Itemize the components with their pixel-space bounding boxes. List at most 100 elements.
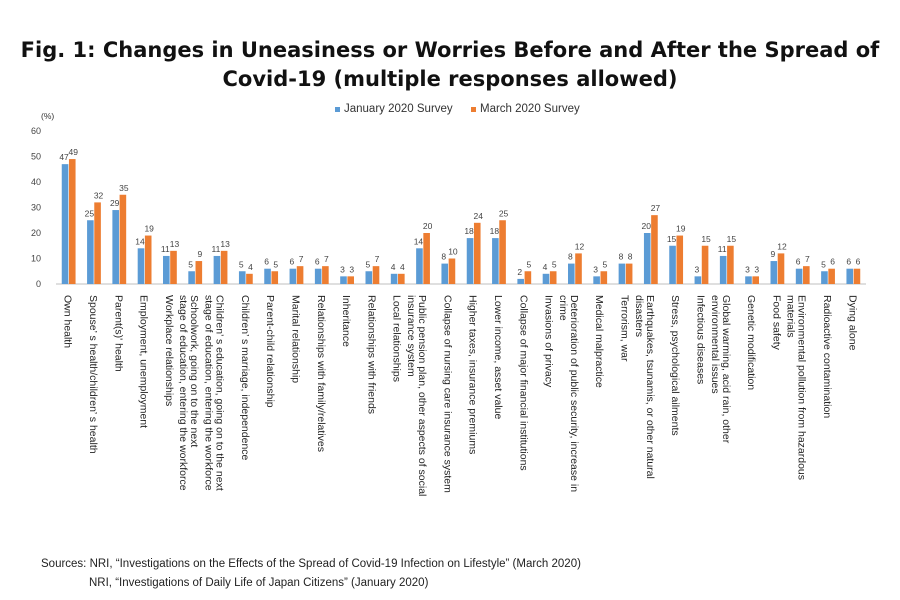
y-tick-label: 60 bbox=[31, 126, 41, 136]
y-tick-label: 50 bbox=[31, 152, 41, 162]
bar-january bbox=[669, 245, 676, 284]
data-label-march: 12 bbox=[777, 241, 787, 251]
bar-march bbox=[524, 271, 532, 284]
x-tick-label-line: Higher taxes, insurance premiums bbox=[467, 295, 479, 454]
x-tick-label-line: Earthquakes, tsunamis, or other natural bbox=[644, 295, 656, 479]
data-label-march: 32 bbox=[94, 190, 104, 200]
x-tick-label: Global warming, acid rain, otherenvironm… bbox=[709, 295, 732, 444]
bar-january bbox=[238, 271, 246, 284]
data-label-january: 20 bbox=[642, 221, 652, 231]
bar-march bbox=[727, 245, 734, 284]
x-tick-label: Invasions of privacy bbox=[543, 295, 555, 388]
bar-january bbox=[390, 273, 398, 284]
x-tick-label-line: Environmental pollution from hazardous bbox=[796, 295, 808, 480]
data-label-march: 10 bbox=[448, 247, 458, 257]
x-tick-label-line: disasters bbox=[633, 295, 645, 337]
y-axis-unit-label: (%) bbox=[41, 111, 54, 121]
data-label-january: 5 bbox=[239, 259, 244, 269]
bar-january bbox=[137, 248, 145, 284]
bar-march bbox=[701, 245, 709, 284]
bar-january bbox=[568, 263, 575, 284]
bar-january bbox=[61, 164, 69, 284]
data-label-january: 3 bbox=[593, 264, 598, 274]
x-tick-label: Spouse’ s health/children’ s health bbox=[87, 295, 99, 454]
x-tick-label: Stress, psychological ailments bbox=[669, 295, 681, 436]
legend-label-january: January 2020 Survey bbox=[344, 103, 453, 115]
data-label-january: 47 bbox=[59, 152, 69, 162]
x-tick-label-line: Food safety bbox=[770, 295, 782, 351]
data-label-march: 13 bbox=[170, 239, 180, 249]
bar-january bbox=[694, 276, 702, 284]
data-label-march: 3 bbox=[754, 264, 759, 274]
x-tick-label: Terrorism, war bbox=[619, 295, 631, 362]
data-label-january: 6 bbox=[846, 257, 851, 267]
data-label-march: 19 bbox=[676, 224, 686, 234]
sources-line-2: NRI, “Investigations of Daily Life of Ja… bbox=[89, 577, 429, 589]
data-label-january: 4 bbox=[543, 262, 548, 272]
data-label-march: 5 bbox=[273, 259, 278, 269]
x-tick-label-line: Workplace relationships bbox=[163, 295, 175, 406]
data-label-march: 27 bbox=[651, 203, 661, 213]
x-tick-label: Radioactive contamination bbox=[821, 295, 833, 418]
y-tick-label: 0 bbox=[36, 279, 41, 289]
bar-january bbox=[163, 255, 170, 284]
data-label-january: 8 bbox=[441, 252, 446, 262]
x-tick-label-line: materials bbox=[785, 295, 797, 338]
data-label-march: 4 bbox=[400, 262, 405, 272]
bar-march bbox=[651, 215, 658, 284]
x-tick-label: Parent(s)' health bbox=[112, 295, 124, 372]
data-label-march: 7 bbox=[299, 254, 304, 264]
data-label-january: 6 bbox=[264, 257, 269, 267]
bar-march bbox=[676, 235, 684, 284]
x-tick-label: Genetic modification bbox=[745, 295, 757, 390]
bar-january bbox=[365, 271, 373, 284]
legend-label-march: March 2020 Survey bbox=[480, 103, 580, 115]
x-tick-label-line: Relationships with friends bbox=[365, 295, 377, 414]
data-label-march: 6 bbox=[856, 257, 861, 267]
data-label-january: 15 bbox=[667, 234, 677, 244]
data-label-january: 14 bbox=[414, 236, 424, 246]
bar-january bbox=[314, 268, 322, 284]
x-tick-label-line: insurance system bbox=[405, 295, 417, 377]
x-tick-label: Marital relationship bbox=[289, 295, 301, 383]
x-tick-label-line: Infectious diseases bbox=[694, 295, 706, 384]
bar-january bbox=[87, 220, 94, 284]
sources-line-1: Sources: NRI, “Investigations on the Eff… bbox=[41, 558, 581, 570]
x-tick-label: Own health bbox=[62, 295, 74, 348]
data-label-march: 49 bbox=[69, 147, 79, 157]
data-label-january: 25 bbox=[85, 208, 95, 218]
x-tick-label-line: stage of education, entering the workfor… bbox=[203, 295, 215, 491]
x-tick-label-line: Terrorism, war bbox=[619, 295, 631, 362]
x-tick-label-line: Employment, unemployment bbox=[138, 295, 150, 428]
chart-title: Fig. 1: Changes in Uneasiness or Worries… bbox=[0, 36, 900, 94]
x-tick-label: Relationships with family/relatives bbox=[315, 295, 327, 452]
x-tick-label: Food safety bbox=[770, 295, 782, 351]
bar-january bbox=[416, 248, 423, 284]
chart-title-line-2: Covid-19 (multiple responses allowed) bbox=[222, 67, 678, 91]
bar-march bbox=[575, 253, 582, 284]
x-tick-label-line: Medical malpractice bbox=[593, 295, 605, 388]
bar-january bbox=[618, 263, 626, 284]
bar-march bbox=[398, 273, 405, 284]
bar-january bbox=[492, 238, 499, 284]
data-label-march: 5 bbox=[552, 259, 557, 269]
bar-january bbox=[188, 271, 195, 284]
x-tick-label-line: environmental issues bbox=[709, 295, 721, 394]
data-label-march: 35 bbox=[119, 183, 129, 193]
bar-march bbox=[828, 268, 835, 284]
bar-march bbox=[246, 273, 253, 284]
data-label-january: 29 bbox=[110, 198, 120, 208]
x-tick-label-line: Stress, psychological ailments bbox=[669, 295, 681, 436]
x-tick-label-line: Spouse’ s health/children’ s health bbox=[87, 295, 99, 454]
bar-march bbox=[600, 271, 608, 284]
bar-january bbox=[466, 238, 474, 284]
bar-march bbox=[144, 235, 152, 284]
data-label-january: 5 bbox=[188, 259, 193, 269]
data-label-january: 11 bbox=[212, 244, 221, 254]
x-tick-label: Local relationships bbox=[391, 295, 403, 382]
bar-march bbox=[473, 222, 481, 284]
x-tick-label-line: Public pension plan, other aspects of so… bbox=[416, 295, 428, 496]
bar-january bbox=[795, 268, 803, 284]
bar-january bbox=[441, 263, 449, 284]
